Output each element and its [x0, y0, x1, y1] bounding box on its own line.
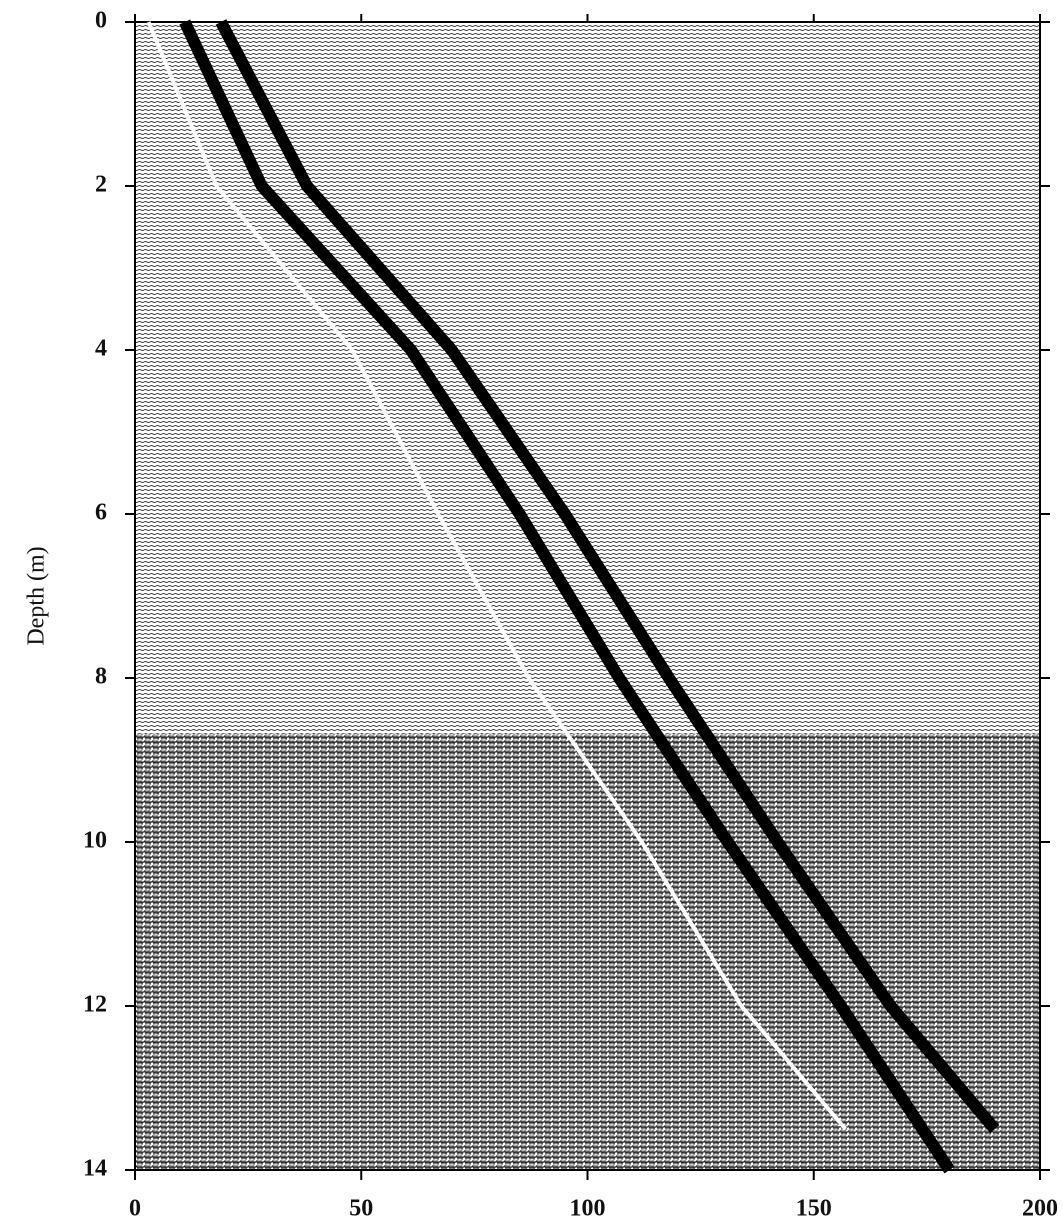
- noise-field: [135, 733, 1040, 1170]
- x-tick-label: 0: [129, 1196, 141, 1222]
- y-tick-label: 0: [95, 8, 107, 34]
- y-tick-label: 12: [83, 992, 107, 1018]
- x-tick-label: 200: [1022, 1196, 1058, 1222]
- arrival-line: [146, 21, 847, 1131]
- y-tick-label: 2: [95, 172, 107, 198]
- y-tick-label: 10: [83, 828, 107, 854]
- y-tick-label: 14: [83, 1156, 107, 1182]
- x-tick-label: 50: [349, 1196, 373, 1222]
- x-tick-label: 100: [570, 1196, 606, 1222]
- y-tick-label: 4: [95, 336, 107, 362]
- y-tick-label: 6: [95, 500, 107, 526]
- x-tick-label: 150: [796, 1196, 832, 1222]
- y-tick-label: 8: [95, 664, 107, 690]
- y-axis-label: Depth (m): [24, 546, 50, 645]
- arrival-line: [179, 19, 955, 1174]
- arrival-line: [215, 19, 1000, 1133]
